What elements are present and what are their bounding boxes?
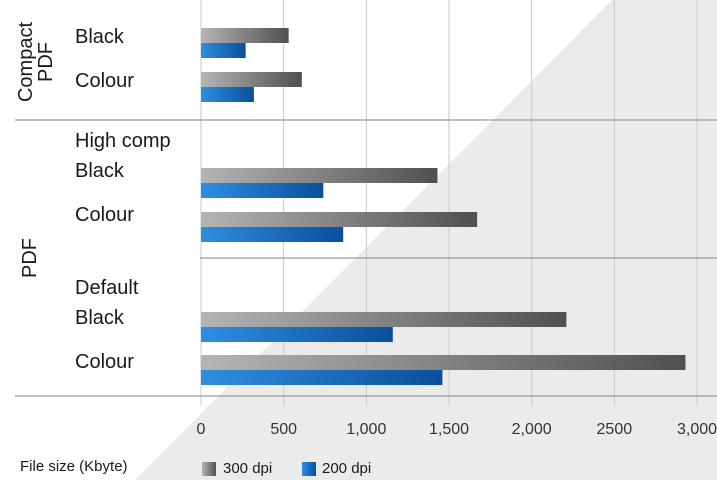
subgroup-label-default: Default bbox=[75, 277, 139, 299]
bar-compact-colour-300dpi bbox=[201, 72, 302, 87]
bar-default-black-300dpi bbox=[201, 312, 567, 327]
bar-highcomp-colour-300dpi bbox=[201, 212, 478, 227]
row-label-default-colour: Colour bbox=[75, 351, 134, 373]
bar-default-colour-200dpi bbox=[201, 370, 443, 385]
bar-default-colour-300dpi bbox=[201, 355, 686, 370]
bar-highcomp-black-200dpi bbox=[201, 183, 324, 198]
bar-compact-black-300dpi bbox=[201, 28, 289, 43]
group-label-pdf-text: PDF bbox=[19, 238, 41, 278]
legend-swatch-300dpi bbox=[202, 462, 216, 476]
x-tick-labels: 0 500 1,000 1,500 2,000 2500 3,000 bbox=[197, 421, 717, 438]
bars bbox=[201, 28, 686, 385]
bar-default-black-200dpi bbox=[201, 327, 393, 342]
row-label-default-black: Black bbox=[75, 307, 125, 329]
legend-swatch-200dpi bbox=[302, 462, 316, 476]
group-label-compact-pdf: Compact PDF bbox=[15, 22, 57, 102]
bar-highcomp-colour-200dpi bbox=[201, 227, 344, 242]
group-label-compact-pdf-line1: Compact bbox=[15, 22, 37, 102]
x-tick-label-5: 2500 bbox=[597, 421, 633, 438]
x-tick-label-2: 1,000 bbox=[346, 421, 386, 438]
x-tick-label-4: 2,000 bbox=[512, 421, 552, 438]
group-label-compact-pdf-line2: PDF bbox=[35, 42, 57, 82]
group-label-pdf: PDF bbox=[19, 238, 41, 278]
x-tick-label-0: 0 bbox=[197, 421, 206, 438]
legend: 300 dpi 200 dpi bbox=[202, 460, 371, 477]
bar-highcomp-black-300dpi bbox=[201, 168, 438, 183]
legend-label-300dpi: 300 dpi bbox=[223, 460, 272, 477]
x-tick-label-6: 3,000 bbox=[677, 421, 717, 438]
x-tick-label-3: 1,500 bbox=[429, 421, 469, 438]
row-label-compact-colour: Colour bbox=[75, 70, 134, 92]
x-axis-label: File size (Kbyte) bbox=[20, 458, 128, 475]
legend-label-200dpi: 200 dpi bbox=[322, 460, 371, 477]
x-tick-label-1: 500 bbox=[270, 421, 297, 438]
bar-compact-black-200dpi bbox=[201, 43, 246, 58]
row-label-compact-black: Black bbox=[75, 26, 125, 48]
row-label-highcomp-colour: Colour bbox=[75, 204, 134, 226]
bar-compact-colour-200dpi bbox=[201, 87, 254, 102]
subgroup-label-high-comp: High comp bbox=[75, 130, 171, 152]
row-label-highcomp-black: Black bbox=[75, 160, 125, 182]
